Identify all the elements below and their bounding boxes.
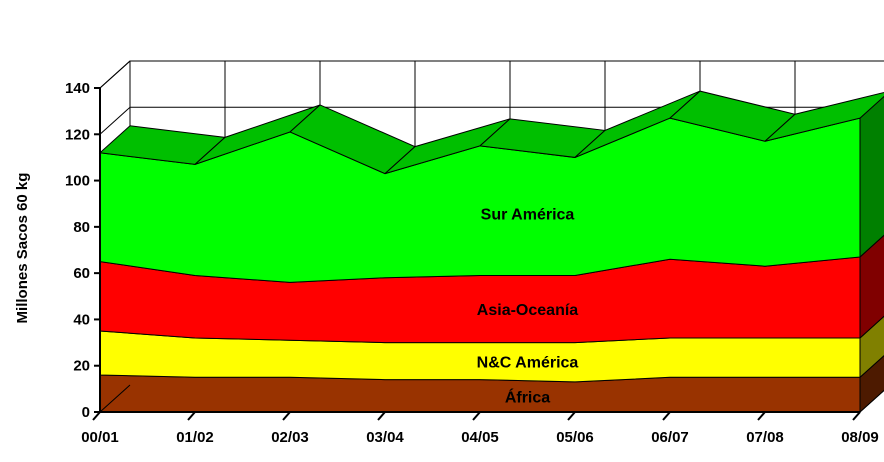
x-tick <box>662 411 671 421</box>
x-tick-label: 03/04 <box>366 429 404 446</box>
axis-depth <box>99 60 131 89</box>
x-tick <box>377 411 386 421</box>
series-label: Asia-Oceanía <box>477 302 578 319</box>
x-tick <box>757 411 766 421</box>
area-labels: África N&C América Asia-Oceanía Sur América <box>477 207 579 407</box>
y-tick-label: 40 <box>73 311 90 328</box>
axes: 0 20 40 60 80 100 120 140 00/01 01/02 02/03 03/04 04… <box>65 60 879 446</box>
series-label: África <box>505 387 550 406</box>
x-tick-label: 05/06 <box>556 429 594 446</box>
x-tick-label: 06/07 <box>651 429 689 446</box>
y-tick-label: 80 <box>73 219 90 236</box>
y-axis-title: Millones Sacos 60 kg <box>14 173 31 324</box>
series-label: Sur América <box>481 207 575 224</box>
plot-area <box>98 90 884 414</box>
y-tick-label: 140 <box>65 80 90 97</box>
side-face <box>859 95 884 259</box>
x-tick-label: 00/01 <box>81 429 119 446</box>
axis-depth <box>99 384 131 413</box>
area--frica <box>99 374 861 413</box>
x-tick-label: 02/03 <box>271 429 309 446</box>
y-tick-label: 0 <box>82 404 90 421</box>
x-tick-label: 08/09 <box>841 429 879 446</box>
y-tick-label: 60 <box>73 265 90 282</box>
y-tick-label: 20 <box>73 358 90 375</box>
top-face <box>764 92 884 142</box>
series-label: N&C América <box>477 355 579 372</box>
y-tick-label: 100 <box>65 173 90 190</box>
y-tick-label: 120 <box>65 126 90 143</box>
x-tick <box>282 411 291 421</box>
x-tick-label: 01/02 <box>176 429 214 446</box>
x-tick <box>92 411 101 421</box>
gridline-side <box>99 106 131 135</box>
x-tick <box>187 411 196 421</box>
x-tick <box>472 411 481 421</box>
x-tick <box>852 411 861 421</box>
x-tick <box>567 411 576 421</box>
x-tick-label: 07/08 <box>746 429 784 446</box>
x-tick-label: 04/05 <box>461 429 499 446</box>
